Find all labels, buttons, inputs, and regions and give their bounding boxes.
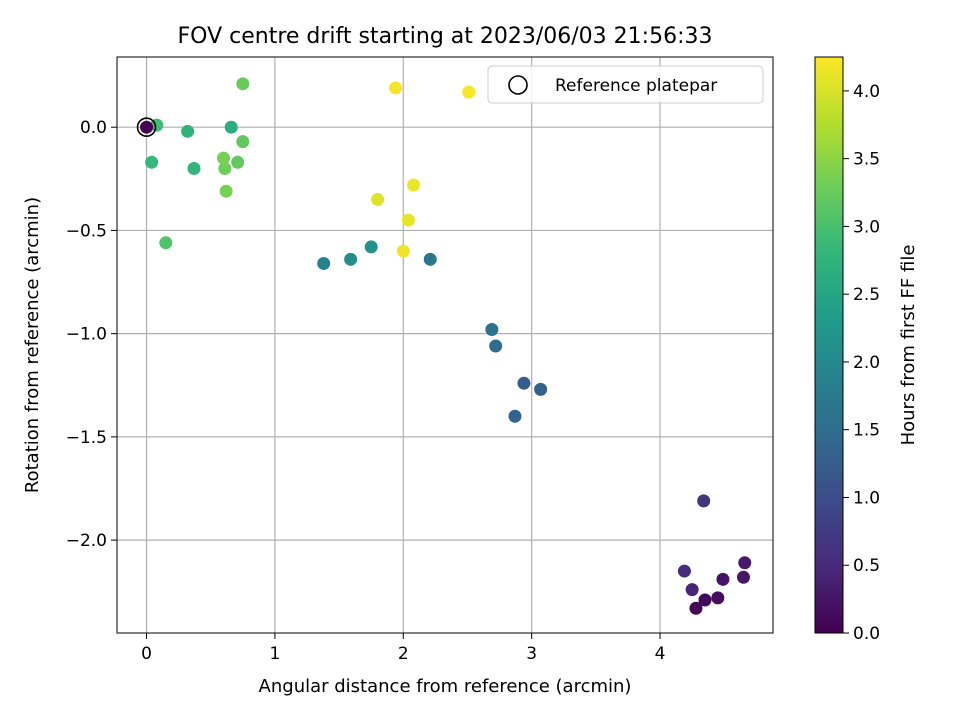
data-point (401, 213, 415, 227)
data-point (689, 601, 703, 615)
y-tick-label: −0.5 (66, 221, 107, 241)
y-tick-label: −1.0 (66, 325, 107, 345)
data-point (159, 236, 173, 250)
y-tick-label: −1.5 (66, 428, 107, 448)
data-point (231, 155, 245, 169)
x-tick-label: 1 (269, 644, 280, 664)
data-point (508, 409, 522, 423)
y-tick-label: 0.0 (80, 118, 107, 138)
x-tick-label: 4 (655, 644, 666, 664)
data-point (217, 151, 231, 165)
plot-area (116, 56, 774, 634)
colorbar-tick-label: 0.5 (853, 556, 880, 576)
data-point (485, 323, 499, 337)
x-tick-label: 0 (141, 644, 152, 664)
data-point (219, 184, 233, 198)
data-point (677, 564, 691, 578)
colorbar-label: Hours from first FF file (898, 245, 919, 446)
data-point (711, 591, 725, 605)
data-point (140, 120, 154, 134)
colorbar-tick-label: 3.5 (853, 150, 880, 170)
y-tick-label: −2.0 (66, 531, 107, 551)
data-point (517, 376, 531, 390)
data-point (396, 244, 410, 258)
data-point (462, 85, 476, 99)
data-point (389, 81, 403, 95)
data-point (423, 252, 437, 266)
data-point (364, 240, 378, 254)
data-point (181, 124, 195, 138)
x-tick-label: 2 (398, 644, 409, 664)
data-point (371, 192, 385, 206)
data-point (218, 161, 232, 175)
colorbar-fill (815, 57, 843, 633)
data-point (534, 382, 548, 396)
legend-entry-reference-platepar: Reference platepar (555, 76, 717, 96)
colorbar-tick-label: 3.0 (853, 217, 880, 237)
data-point (489, 339, 503, 353)
x-axis-ticks: 0 1 2 3 4 (141, 633, 665, 664)
data-point (317, 256, 331, 270)
data-point (236, 135, 250, 149)
data-points (140, 77, 752, 615)
data-point (697, 494, 711, 508)
colorbar-frame (814, 56, 844, 634)
colorbar-ticks: 0.0 0.5 1.0 1.5 2.0 2.5 3.0 3.5 4.0 (843, 82, 880, 644)
colorbar-tick-label: 0.0 (853, 624, 880, 644)
data-point (236, 77, 250, 91)
colorbar: 0.0 0.5 1.0 1.5 2.0 2.5 3.0 3.5 4.0 Hours from f… (814, 56, 919, 644)
colorbar-tick-label: 2.5 (853, 285, 880, 305)
legend-marker-icon (508, 75, 528, 95)
data-point (738, 556, 752, 570)
legend-box (487, 65, 764, 104)
legend: Reference platepar (487, 65, 764, 104)
data-point (698, 593, 712, 607)
x-axis-label: Angular distance from reference (arcmin) (259, 676, 632, 697)
data-point (716, 572, 730, 586)
data-point (344, 252, 358, 266)
data-point (407, 178, 421, 192)
chart-title: FOV centre drift starting at 2023/06/03 … (178, 24, 713, 49)
colorbar-tick-label: 1.5 (853, 421, 880, 441)
plot-frame (116, 56, 774, 634)
colorbar-tick-label: 4.0 (853, 82, 880, 102)
y-axis-ticks: 0.0 −0.5 −1.0 −1.5 −2.0 (66, 118, 117, 551)
data-point (736, 570, 750, 584)
x-tick-label: 3 (526, 644, 537, 664)
colorbar-tick-label: 1.0 (853, 488, 880, 508)
reference-platepar-marker (136, 117, 157, 137)
grid-lines (117, 57, 773, 633)
y-axis-label: Rotation from reference (arcmin) (22, 197, 43, 493)
data-point (187, 161, 201, 175)
data-point (685, 583, 699, 597)
data-point (145, 155, 159, 169)
data-point (224, 120, 238, 134)
colorbar-tick-label: 2.0 (853, 353, 880, 373)
